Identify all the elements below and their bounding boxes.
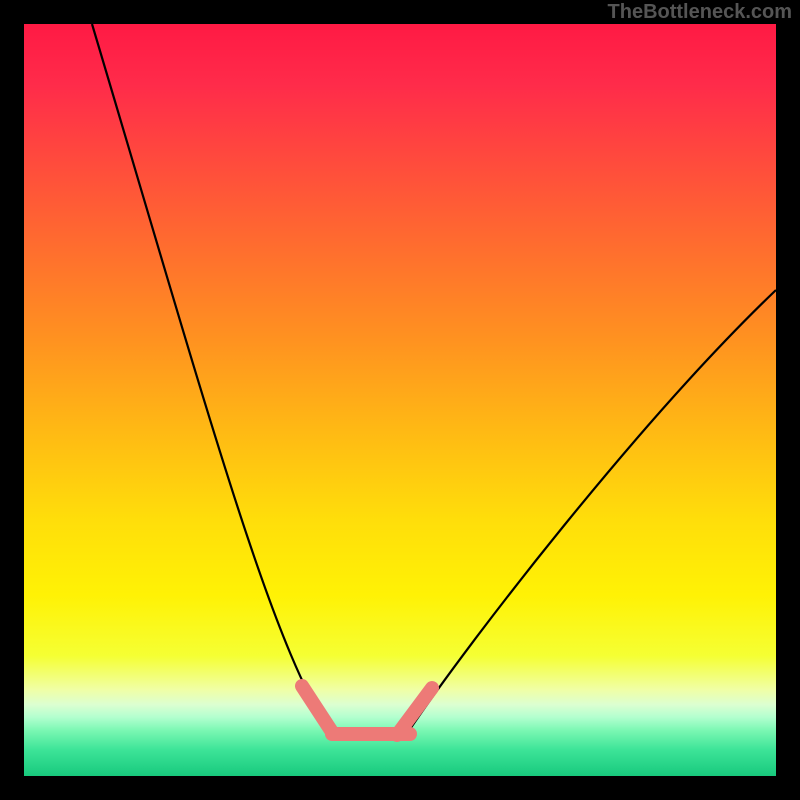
plot-area	[24, 24, 776, 776]
chart-canvas: TheBottleneck.com	[0, 0, 800, 800]
watermark-text: TheBottleneck.com	[608, 1, 792, 23]
